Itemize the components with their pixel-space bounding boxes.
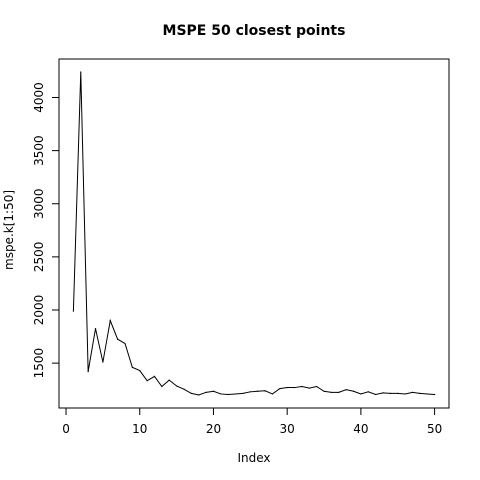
data-point [264, 390, 266, 392]
data-point [286, 386, 288, 389]
data-point [198, 394, 200, 396]
data-point [183, 388, 185, 390]
data-point [411, 391, 414, 393]
y-tick-label: 3500 [32, 135, 46, 166]
data-point [109, 320, 111, 322]
data-point [220, 393, 222, 395]
data-point [131, 366, 133, 368]
data-point [316, 385, 318, 388]
x-tick-label: 50 [427, 422, 442, 436]
data-point [389, 392, 391, 395]
data-point [227, 393, 229, 396]
data-point [426, 393, 428, 395]
y-tick-label: 1500 [32, 348, 46, 379]
data-point [293, 386, 296, 389]
x-tick-label: 10 [132, 422, 147, 436]
series-layer [72, 71, 436, 396]
data-point [330, 391, 332, 393]
data-point [205, 391, 207, 393]
data-point [117, 338, 119, 340]
x-tick-label: 20 [206, 422, 221, 436]
data-point [249, 391, 251, 393]
data-point [212, 390, 215, 392]
data-point [190, 392, 192, 395]
data-point [352, 390, 355, 392]
x-tick-label: 0 [62, 422, 70, 436]
x-tick-label: 40 [353, 422, 368, 436]
data-point [72, 310, 74, 312]
chart-title: MSPE 50 closest points [163, 23, 346, 39]
data-point [367, 391, 369, 393]
y-axis-label: mspe.k[1:50] [2, 190, 16, 270]
data-point [168, 379, 170, 381]
data-point [146, 380, 148, 382]
data-point [242, 392, 244, 395]
data-point [308, 387, 310, 389]
data-point [345, 389, 347, 391]
y-tick-label: 2000 [32, 295, 46, 326]
x-tick-label: 30 [280, 422, 295, 436]
data-point [382, 392, 384, 394]
data-point [124, 342, 126, 345]
data-point [153, 375, 156, 378]
data-point [397, 392, 399, 395]
data-point [434, 393, 436, 396]
x-axis-label: Index [237, 451, 270, 465]
data-point [234, 393, 237, 395]
data-point [360, 393, 362, 395]
data-point [271, 393, 274, 395]
data-point [375, 393, 377, 396]
data-point [176, 385, 178, 387]
data-point [257, 390, 259, 392]
data-point [338, 391, 340, 393]
y-tick-label: 2500 [32, 242, 46, 273]
data-point [301, 385, 303, 388]
data-point [323, 390, 325, 392]
data-point [404, 393, 406, 395]
data-point [419, 392, 421, 395]
y-axis: 1500 2000 2500 3000 3500 4000 [32, 82, 60, 379]
y-tick-label: 4000 [32, 82, 46, 113]
data-point [102, 361, 104, 363]
data-point [80, 71, 82, 73]
x-axis: 0 10 20 30 40 50 [62, 407, 442, 436]
data-point [94, 327, 97, 330]
y-tick-label: 3000 [32, 188, 46, 219]
data-point [279, 388, 281, 390]
series-line [72, 71, 435, 396]
data-point [139, 369, 141, 372]
data-point [87, 371, 89, 373]
data-point [161, 385, 163, 388]
